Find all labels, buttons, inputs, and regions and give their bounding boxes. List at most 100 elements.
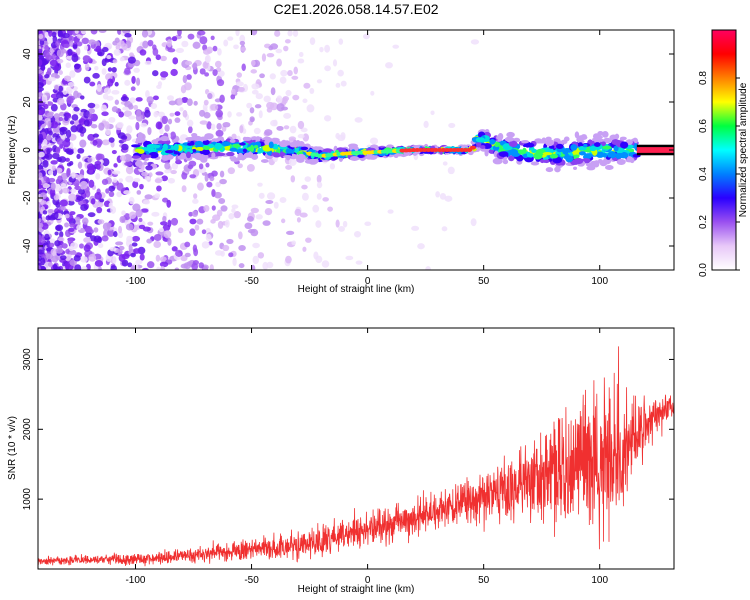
spectrogram-ridge-cell — [229, 139, 236, 143]
spectrogram-noise-cell — [290, 175, 296, 183]
spectrogram-noise-cell — [141, 267, 149, 270]
spectrogram-noise-cell — [107, 67, 113, 72]
spectrogram-noise-cell — [95, 172, 101, 180]
spectrogram-noise-cell — [337, 134, 346, 142]
spectrogram-ridge-cell — [164, 149, 174, 154]
spectrogram-noise-cell — [309, 37, 316, 45]
spectrogram-noise-cell — [276, 58, 282, 67]
spectrogram-noise-cell — [147, 221, 154, 226]
spectrogram-noise-cell — [152, 47, 159, 56]
spectrogram-noise-cell — [76, 195, 84, 201]
spectrogram-noise-cell — [217, 220, 224, 229]
spectrogram-noise-cell — [83, 45, 89, 51]
spectrogram-ridge-cell — [616, 158, 626, 165]
spectrogram-noise-cell — [105, 188, 110, 194]
spectrogram-noise-cell — [135, 259, 143, 265]
spectrogram-noise-cell — [44, 74, 50, 79]
spectrogram-noise-cell — [216, 123, 222, 130]
spectrogram-noise-cell — [71, 53, 79, 63]
spectrogram-noise-cell — [174, 117, 181, 123]
spectrogram-noise-cell — [189, 218, 197, 225]
spectrogram-noise-cell — [73, 90, 79, 99]
spectrogram-noise-cell — [38, 151, 45, 158]
spectrogram-noise-cell — [81, 266, 88, 270]
spectrogram-noise-cell — [212, 69, 218, 77]
spectrogram-ridge-cell — [593, 134, 603, 140]
spectrogram-noise-cell — [273, 201, 279, 209]
spectrogram-noise-cell — [335, 82, 341, 88]
spectrogram-noise-cell — [417, 243, 425, 250]
spectrogram-noise-cell — [105, 128, 111, 136]
spectrogram-noise-cell — [54, 84, 60, 91]
spectrogram-noise-cell — [83, 76, 91, 84]
spectrogram-noise-cell — [297, 120, 305, 130]
spectrogram-noise-cell — [182, 110, 188, 118]
spectrogram-noise-cell — [423, 120, 429, 129]
spectrogram-noise-cell — [174, 111, 181, 116]
spectrogram-noise-cell — [470, 39, 480, 45]
colorbar-tick-label: 0.2 — [698, 215, 709, 229]
spectrogram-noise-cell — [50, 93, 58, 99]
spectrogram-noise-cell — [164, 162, 171, 170]
spectrogram-y-ticks: -40 -20 0 20 40 — [22, 48, 674, 253]
spectrogram-noise-cell — [86, 163, 95, 171]
spectrogram-x-tick-label: 50 — [478, 276, 490, 287]
spectrogram-noise-cell — [107, 169, 112, 176]
spectrogram-noise-cell — [283, 45, 289, 52]
spectrogram-noise-cell — [133, 248, 141, 254]
spectrogram-noise-cell — [115, 241, 124, 246]
spectrogram-noise-cell — [38, 109, 45, 116]
spectrogram-noise-cell — [110, 265, 118, 270]
spectrogram-noise-cell — [353, 230, 362, 238]
spectrogram-noise-cell — [80, 204, 89, 212]
spectrogram-noise-cell — [217, 70, 225, 77]
spectrogram-noise-cell — [197, 182, 204, 191]
spectrogram-noise-cell — [68, 193, 77, 202]
spectrogram-noise-cell — [140, 208, 149, 213]
spectrogram-y-axis-label: Frequency (Hz) — [7, 116, 18, 185]
spectrogram-noise-cell — [231, 204, 239, 209]
spectrogram-noise-cell — [45, 54, 53, 61]
spectrogram-noise-cell — [65, 62, 71, 69]
spectrogram-noise-cell — [316, 79, 323, 84]
spectrogram-noise-cell — [94, 260, 104, 267]
spectrogram-noise-cell — [48, 177, 56, 183]
spectrogram-noise-cell — [302, 246, 307, 252]
spectrogram-ridge-cell — [179, 152, 187, 160]
spectrogram-noise-cell — [470, 218, 477, 227]
spectrogram-noise-cell — [220, 205, 228, 212]
spectrogram-ridge-cell — [489, 139, 496, 145]
spectrogram-ridge-cell — [545, 167, 554, 173]
spectrogram-noise-cell — [114, 99, 120, 105]
spectrogram-x-tick-label: -100 — [125, 276, 145, 287]
spectrogram-noise-cell — [193, 193, 198, 199]
spectrogram-noise-cell — [54, 240, 61, 247]
spectrogram-noise-cell — [250, 228, 259, 237]
spectrogram-noise-cell — [211, 170, 218, 177]
spectrogram-noise-cell — [168, 100, 177, 106]
spectrogram-noise-cell — [87, 102, 96, 109]
spectrogram-noise-cell — [92, 133, 100, 138]
spectrogram-noise-cell — [116, 121, 124, 129]
spectrogram-noise-cell — [72, 147, 77, 155]
spectrogram-ridge-cell — [193, 152, 203, 160]
spectrogram-noise-cell — [128, 211, 137, 219]
spectrogram-noise-cell — [250, 264, 256, 270]
spectrogram-noise-cell — [319, 46, 324, 53]
spectrogram-noise-cell — [411, 225, 420, 231]
spectrogram-noise-cell — [119, 216, 126, 224]
spectrogram-noise-cell — [430, 110, 435, 116]
snr-panel: -100 -50 0 50 100 1000 2000 3000 Height of str… — [7, 327, 675, 595]
spectrogram-noise-cell — [42, 160, 49, 168]
spectrogram-noise-cell — [180, 263, 189, 269]
spectrogram-noise-cell — [304, 176, 312, 182]
spectrogram-noise-cell — [316, 174, 322, 184]
spectrogram-ridge-cell — [237, 152, 244, 160]
spectrogram-noise-cell — [54, 211, 59, 219]
spectrogram-ridge-cell — [586, 165, 596, 171]
spectrogram-ridge-cell — [161, 155, 170, 161]
spectrogram-noise-cell — [38, 222, 44, 228]
spectrogram-ridge-cell — [268, 141, 274, 149]
spectrogram-ridge-cell — [249, 144, 255, 153]
